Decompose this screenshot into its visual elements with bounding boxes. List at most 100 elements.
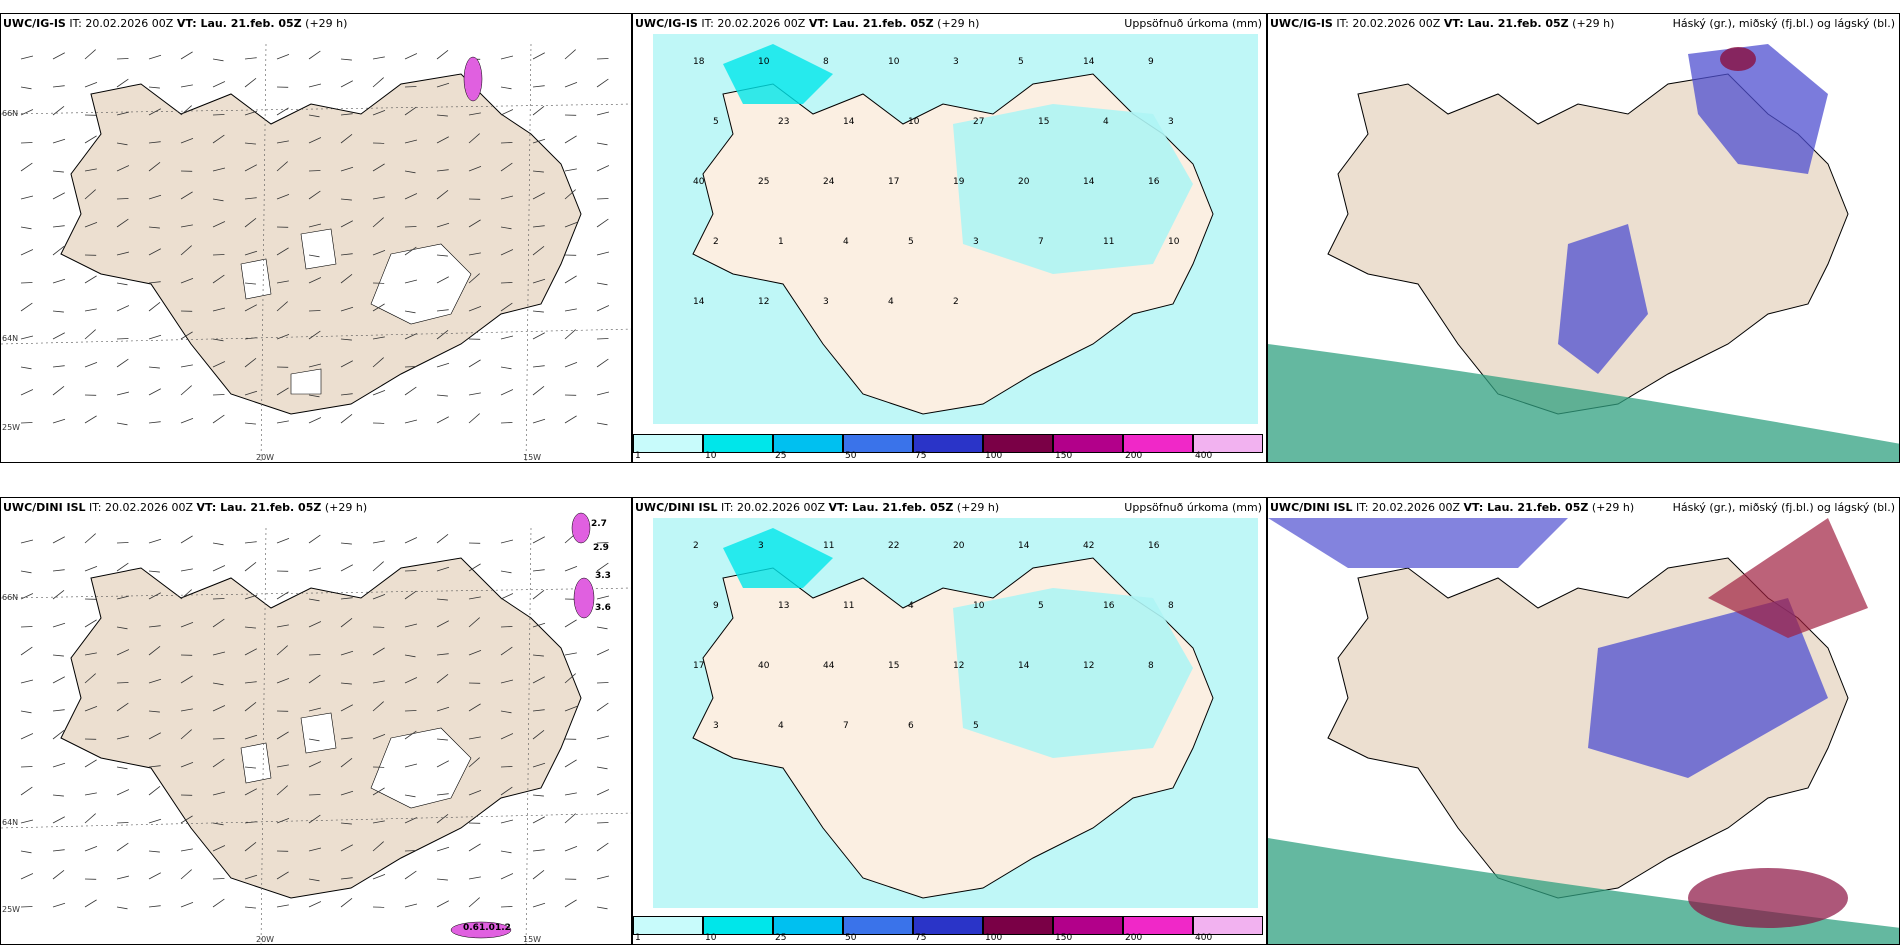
wind-barb [20,195,34,200]
wind-barb [340,877,353,880]
precip-value: 19 [953,177,965,187]
wind-barb [340,306,354,312]
wind-barb [500,195,514,200]
wind-barb [596,78,609,88]
wind-barb [404,170,416,174]
wind-barb [244,142,256,145]
wind-map [1,43,631,462]
wind-barb [500,786,513,796]
precip-value: 2 [713,237,719,247]
wind-barb [564,899,577,908]
wind-barb [340,597,353,600]
precip-title: Uppsöfnuð úrkoma (mm) [1124,501,1262,514]
wind-value-label: 2.9 [593,543,609,553]
wind-barb [500,850,512,854]
wind-barb [84,759,97,768]
wind-barb [52,589,65,600]
wind-barb [436,846,450,852]
wind-barb [372,196,385,200]
wind-barb [148,366,160,369]
wind-barb [596,766,608,770]
wind-barb [404,794,416,798]
wind-barb [276,785,288,796]
wind-barb [116,165,130,172]
wind-barb [340,737,353,740]
wind-barb [276,817,290,824]
wind-barb [308,394,320,398]
wind-barb [20,302,33,312]
wind-barb [148,86,160,89]
precip-value: 10 [908,117,920,127]
precip-value: 10 [758,57,770,67]
wind-barb [180,729,192,740]
wind-barb [212,198,224,202]
wind-barb [372,540,385,544]
wind-barb [212,307,226,312]
wind-barb [500,249,514,256]
wind-barb [564,415,577,424]
wind-barb [148,538,162,544]
wind-barb [308,598,320,602]
precip-value: 2 [953,297,959,307]
wind-barb [276,537,290,544]
precip-value: 5 [973,721,979,731]
wind-barb [340,133,353,144]
wind-barb [84,168,97,172]
wind-barb [116,305,130,312]
wind-barb [116,282,128,286]
wind-barb [404,623,418,628]
wind-barb [564,652,577,656]
wind-barb [148,161,161,172]
wind-barb [564,813,576,824]
wind-barb [116,142,128,146]
map-panel-bottom-precip: UWC/DINI ISL IT: 20.02.2026 00Z VT: Lau.… [632,497,1267,945]
wind-barb [308,621,322,628]
wind-barb [372,389,386,396]
wind-barb [116,702,129,712]
wind-barb [148,678,162,684]
wind-barb [340,757,353,768]
wind-barb [20,55,34,60]
precip-value: 16 [1103,601,1115,611]
wind-barb [20,593,34,600]
precip-value: 3 [713,721,719,731]
wind-barb [436,900,449,908]
wind-barb [308,137,322,144]
precip-value: 12 [758,297,769,307]
wind-barb [276,645,288,656]
panel-title: UWC/IG-IS IT: 20.02.2026 00Z VT: Lau. 21… [3,17,348,30]
wind-barb [244,626,256,629]
wind-barb [276,420,289,424]
wind-barb [116,626,128,630]
wind-barb [20,109,34,116]
legend-swatch [1123,916,1193,935]
wind-barb [52,310,64,313]
wind-barb [404,537,418,544]
wind-barb [340,338,352,341]
wind-barb [244,77,257,88]
wind-barb [532,762,546,768]
wind-barb [116,562,129,572]
wind-barb [276,193,290,200]
wind-barb [244,337,257,340]
wind-barb [596,282,608,286]
wind-barb [596,906,608,910]
lat-label-66n: 66N [2,109,19,118]
wind-barb [404,279,418,284]
wind-barb [20,786,33,796]
wind-barb [116,906,128,910]
precip-value: 7 [843,721,849,731]
map-panel-top-cloud: UWC/IG-IS IT: 20.02.2026 00Z VT: Lau. 21… [1267,13,1900,463]
wind-barb [372,787,385,796]
map-panel-bottom-cloud: UWC/DINI ISL IT: 20.02.2026 00Z VT: Lau.… [1267,497,1900,945]
wind-barb [212,361,226,368]
wind-barb [340,360,353,368]
wind-barb [148,281,161,284]
wind-barb [436,309,449,312]
wind-barb [372,77,384,88]
wind-barb [404,53,418,60]
wind-barb [340,413,353,424]
wind-barb [276,677,290,684]
wind-barb [84,673,96,684]
wind-barbs [20,49,610,426]
